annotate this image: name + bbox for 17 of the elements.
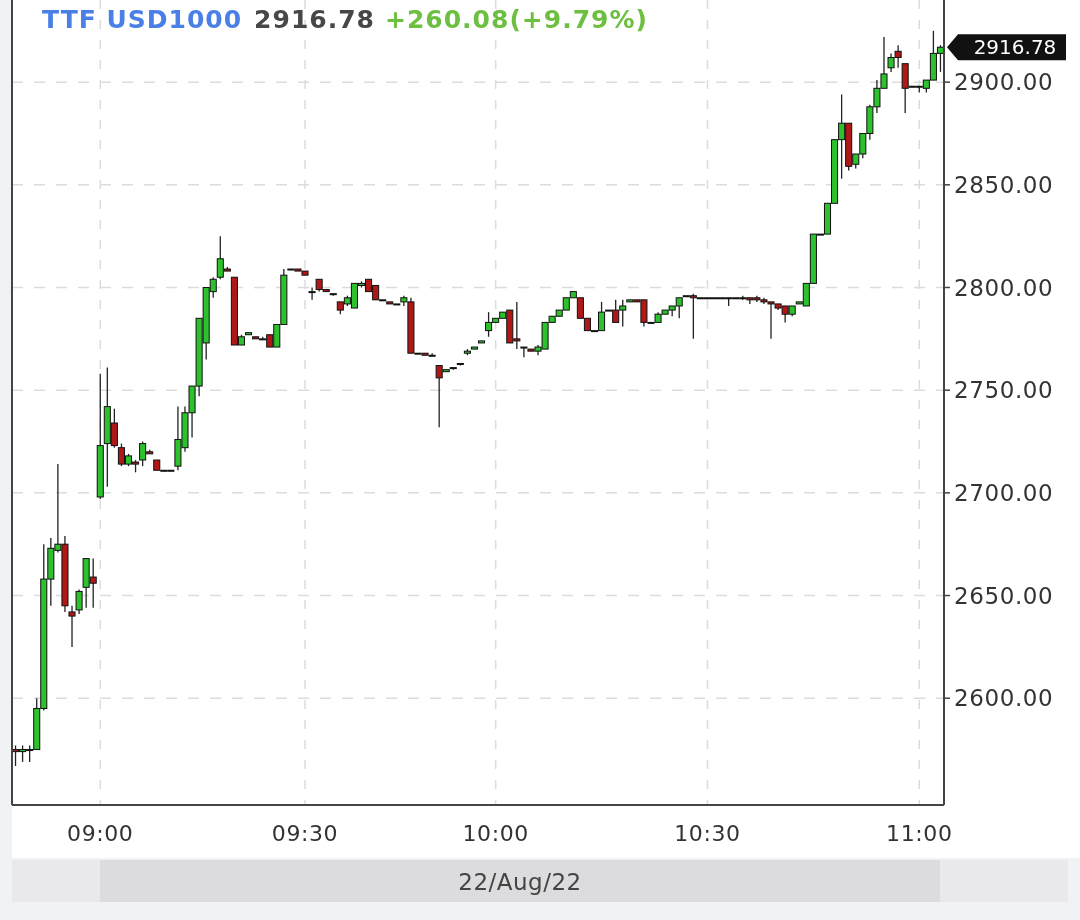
x-tick-label: 10:00	[462, 821, 529, 846]
annotation: 2916.78	[254, 5, 375, 34]
x-tick-label: 09:00	[67, 821, 134, 846]
annotation: +260.08(+9.79%)	[384, 5, 648, 34]
y-tick-label: 2700.00	[954, 480, 1054, 507]
y-tick-label: 2850.00	[954, 172, 1054, 199]
x-tick-label: 11:00	[886, 821, 953, 846]
y-tick-label: 2750.00	[954, 377, 1054, 404]
chart-title: TTF USD1000	[42, 5, 243, 34]
y-tick-label: 2800.00	[954, 274, 1054, 301]
x-tick-label: 10:30	[674, 821, 741, 846]
x-axis-title: 22/Aug/22	[458, 869, 582, 896]
y-tick-label: 2600.00	[954, 685, 1054, 712]
y-tick-label: 2650.00	[954, 582, 1054, 609]
y-tick-label: 2900.00	[954, 69, 1054, 96]
x-tick-label: 09:30	[271, 821, 339, 846]
text: 2916.78	[973, 35, 1057, 60]
